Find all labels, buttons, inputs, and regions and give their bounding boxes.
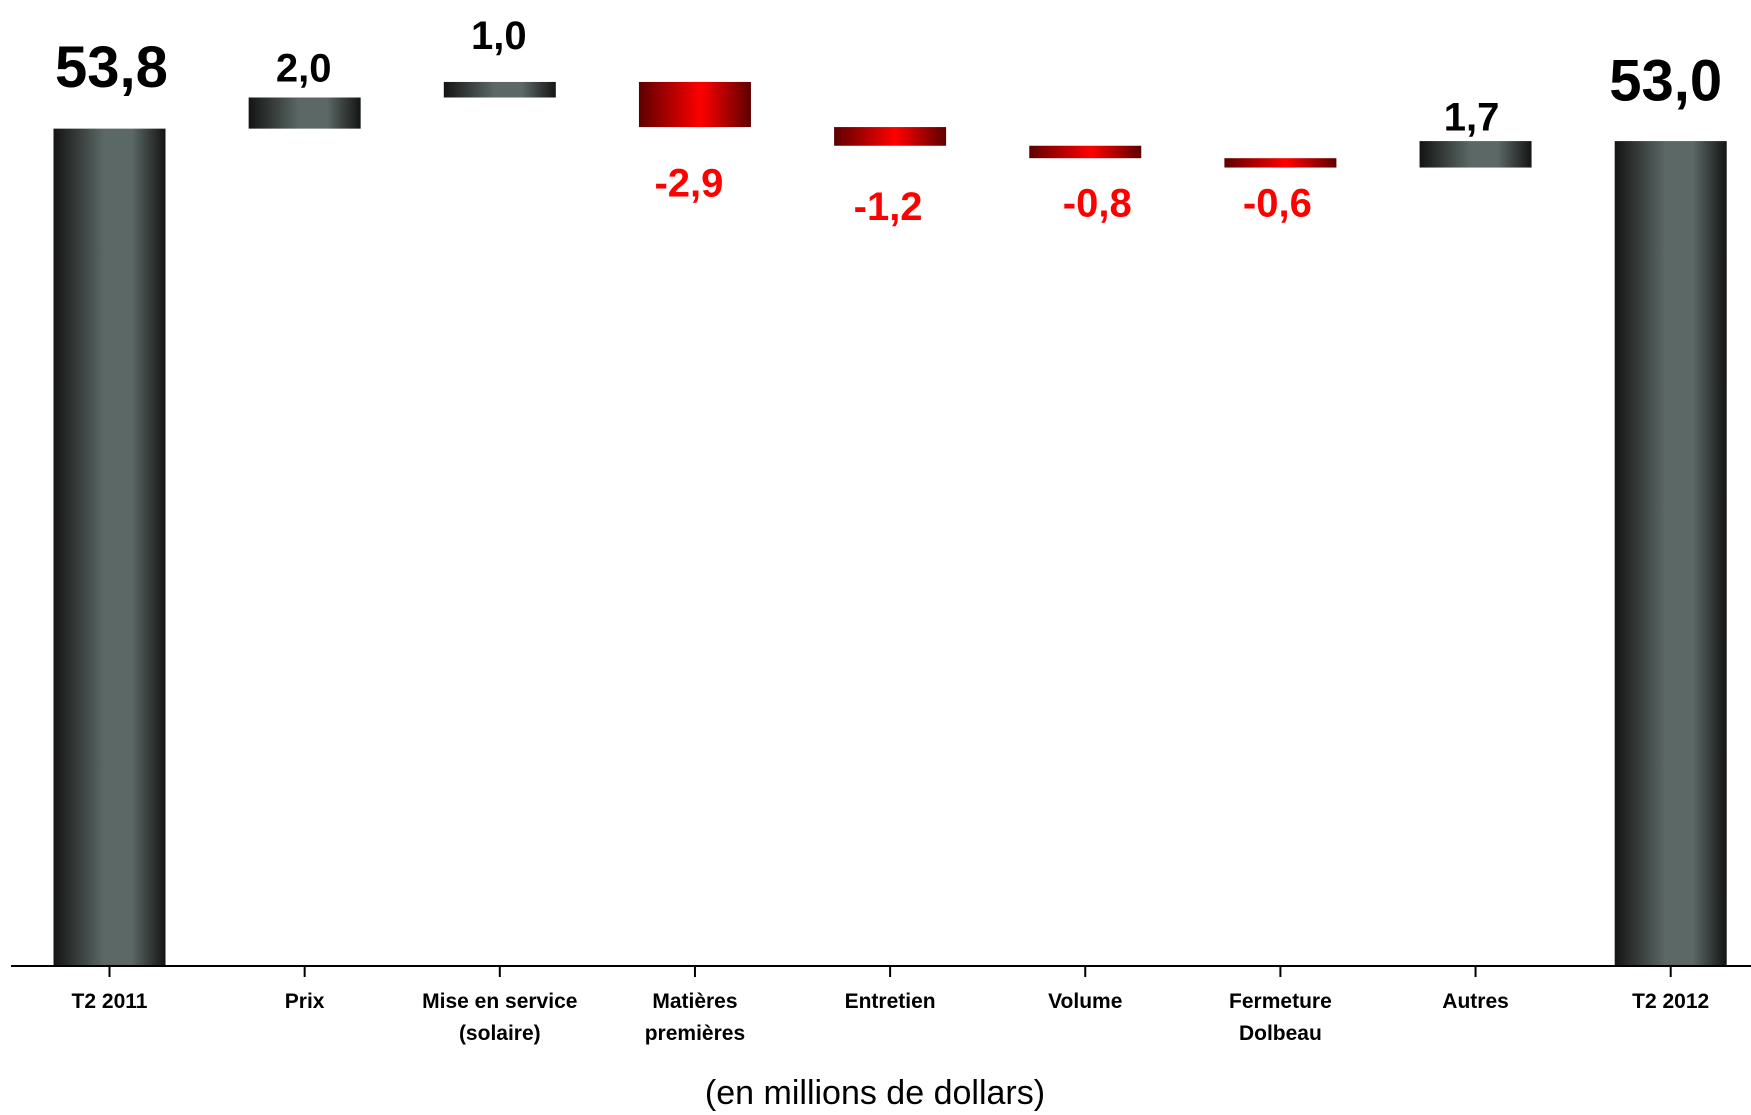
category-label-line: Entretien (845, 990, 936, 1013)
category-label-line: premières (645, 1022, 745, 1045)
category-label-line: Matières (652, 990, 737, 1013)
category-label-line: Autres (1442, 990, 1509, 1013)
category-label-t2-2011: T2 2011 (72, 990, 148, 1013)
category-label-line: T2 2011 (72, 990, 148, 1013)
category-label-matieres-premieres: Matières premières (645, 990, 745, 1045)
bar-matieres-premieres (638, 81, 751, 128)
category-label-fermeture-dolbeau: Fermeture Dolbeau (1229, 990, 1332, 1045)
category-label-mise-en-service-solaire: Mise en service (solaire) (422, 990, 577, 1045)
category-label-line: Volume (1048, 990, 1122, 1013)
value-label-autres: 1,7 (1444, 96, 1500, 140)
category-label-line: Dolbeau (1239, 1022, 1322, 1045)
bar-prix (248, 97, 361, 129)
bar-autres (1419, 141, 1532, 168)
value-label-entretien: -1,2 (854, 185, 923, 229)
category-label-volume: Volume (1048, 990, 1122, 1013)
category-label-line: Prix (285, 990, 325, 1013)
category-label-t2-2012: T2 2012 (1632, 990, 1709, 1013)
category-label-entretien: Entretien (845, 990, 936, 1013)
category-label-line: T2 2012 (1632, 990, 1709, 1013)
value-label-volume: -0,8 (1063, 182, 1132, 226)
unit-caption: (en millions de dollars) (705, 1074, 1045, 1112)
category-label-line: Mise en service (422, 990, 577, 1013)
x-axis-ticks (108, 966, 1672, 977)
category-label-autres: Autres (1442, 990, 1509, 1013)
value-label-prix: 2,0 (276, 47, 332, 91)
bars-group (53, 81, 1727, 966)
category-label-line: Fermeture (1229, 990, 1332, 1013)
category-labels-group: T2 2011 Prix Mise en service (solaire) Matiè… (72, 990, 1710, 1045)
value-label-t2-2012: 53,0 (1609, 49, 1722, 114)
value-label-matieres-premieres: -2,9 (654, 162, 723, 206)
value-label-fermeture-dolbeau: -0,6 (1243, 182, 1312, 226)
category-label-prix: Prix (285, 990, 325, 1013)
bar-t2-2012 (1614, 141, 1727, 966)
value-label-mise-en-service-solaire: 1,0 (471, 14, 527, 58)
category-label-line: (solaire) (459, 1022, 541, 1045)
value-label-t2-2011: 53,8 (55, 35, 168, 100)
bar-entretien (834, 127, 947, 146)
bar-t2-2011 (53, 128, 166, 966)
bar-volume (1029, 145, 1142, 159)
bar-mise-en-service-solaire (443, 81, 556, 98)
bar-fermeture-dolbeau (1224, 158, 1337, 168)
value-labels-group: 53,8 2,0 1,0 -2,9 -1,2 -0,8 -0,6 1,7 53,0 (55, 14, 1722, 229)
